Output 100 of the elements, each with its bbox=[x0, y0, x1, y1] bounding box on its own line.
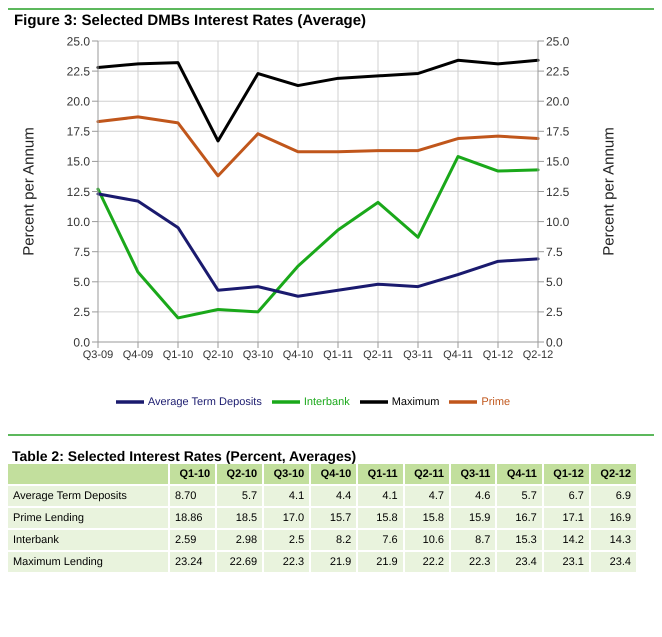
y2-tick-label: 15.0 bbox=[546, 154, 570, 169]
x-tick-label: Q2-11 bbox=[363, 348, 393, 361]
y-tick-label: 7.5 bbox=[73, 244, 90, 259]
data-label: 4.1 bbox=[263, 485, 310, 507]
data-label: 23.4 bbox=[496, 551, 543, 573]
data-label: 15.3 bbox=[496, 529, 543, 551]
data-label: 22.2 bbox=[404, 551, 450, 573]
y-axis-title: Percent per Annum bbox=[20, 127, 38, 256]
y-tick-label: 15.0 bbox=[66, 154, 90, 169]
category-label: Q2-12 bbox=[590, 464, 637, 485]
data-label: 14.2 bbox=[542, 529, 590, 551]
data-label: 23.4 bbox=[590, 551, 637, 573]
data-label: 16.7 bbox=[496, 507, 543, 529]
data-label: 22.69 bbox=[216, 551, 264, 573]
y2-axis-title: Percent per Annum bbox=[600, 127, 618, 256]
y-tick-label: 25.0 bbox=[66, 34, 90, 48]
data-label: 2.59 bbox=[169, 529, 216, 551]
y2-tick-label: 0.0 bbox=[546, 335, 564, 350]
legend-label: Interbank bbox=[304, 396, 350, 408]
x-tick-label: Q1-10 bbox=[162, 348, 194, 361]
data-label: 15.8 bbox=[404, 507, 450, 529]
category-label: Q1-12 bbox=[542, 464, 590, 485]
category-label: Q2-11 bbox=[404, 464, 450, 485]
line-series bbox=[96, 115, 540, 178]
data-label: 2.98 bbox=[216, 529, 264, 551]
x-tick-label: Q3-10 bbox=[242, 348, 274, 361]
line-series bbox=[96, 192, 540, 298]
x-tick-label: Q3-11 bbox=[403, 348, 433, 361]
data-label: 21.9 bbox=[357, 551, 404, 573]
x-tick-label: Q1-11 bbox=[323, 348, 353, 361]
data-label: 4.4 bbox=[310, 485, 358, 507]
series-label: Prime Lending bbox=[8, 507, 169, 529]
data-label: 17.0 bbox=[263, 507, 310, 529]
data-label: 6.9 bbox=[590, 485, 637, 507]
data-label: 2.5 bbox=[263, 529, 310, 551]
category-label: Q1-11 bbox=[357, 464, 404, 485]
y-tick-label: 20.0 bbox=[66, 94, 90, 108]
category-label: Q3-10 bbox=[263, 464, 310, 485]
x-tick-label: Q4-10 bbox=[282, 348, 314, 361]
legend-label: Prime bbox=[481, 396, 510, 408]
data-label: 5.7 bbox=[216, 485, 264, 507]
y2-tick-label: 10.0 bbox=[546, 214, 570, 229]
series-label: Interbank bbox=[8, 529, 169, 551]
line-series bbox=[96, 58, 540, 142]
y2-tick-label: 22.5 bbox=[546, 64, 570, 78]
x-tick-label: Q4-11 bbox=[443, 348, 473, 361]
y-tick-label: 5.0 bbox=[73, 275, 90, 290]
data-label: 4.6 bbox=[450, 485, 496, 507]
category-label: Q4-11 bbox=[496, 464, 543, 485]
text: Table 2: Selected Interest Rates (Percent, Averages) bbox=[11, 448, 358, 464]
category-label: Q1-10 bbox=[169, 464, 216, 485]
y-tick-label: 0.0 bbox=[73, 335, 90, 350]
x-tick-label: Q2-12 bbox=[522, 348, 554, 361]
legend-label: Average Term Deposits bbox=[148, 396, 262, 408]
category-label: Q4-10 bbox=[310, 464, 358, 485]
data-label: 21.9 bbox=[310, 551, 358, 573]
x-tick-label: Q4-09 bbox=[122, 348, 154, 361]
y-tick-label: 12.5 bbox=[66, 184, 90, 199]
y-tick-label: 10.0 bbox=[66, 214, 90, 229]
y-tick-label: 22.5 bbox=[66, 64, 90, 78]
data-label: 10.6 bbox=[404, 529, 450, 551]
chart-title: Figure 3: Selected DMBs Interest Rates (Average) bbox=[8, 8, 654, 31]
data-label: 16.9 bbox=[590, 507, 637, 529]
x-tick-label: Q2-10 bbox=[202, 348, 234, 361]
y2-tick-label: 20.0 bbox=[546, 94, 570, 108]
y2-tick-label: 7.5 bbox=[546, 244, 564, 259]
data-label: 8.7 bbox=[450, 529, 496, 551]
data-label: 8.70 bbox=[169, 485, 216, 507]
data-label: 5.7 bbox=[496, 485, 543, 507]
y2-tick-label: 25.0 bbox=[546, 34, 570, 48]
data-label: 23.1 bbox=[542, 551, 590, 573]
data-label: 4.1 bbox=[357, 485, 404, 507]
data-label: 7.6 bbox=[357, 529, 404, 551]
category-label: Q3-11 bbox=[450, 464, 496, 485]
series-label: Average Term Deposits bbox=[8, 485, 169, 507]
data-label: 15.8 bbox=[357, 507, 404, 529]
y2-tick-label: 2.5 bbox=[546, 305, 564, 320]
legend-label: Maximum bbox=[392, 396, 440, 408]
series-label: Maximum Lending bbox=[8, 551, 169, 573]
data-label: 8.2 bbox=[310, 529, 358, 551]
y2-tick-label: 17.5 bbox=[546, 124, 570, 139]
data-label: 4.7 bbox=[404, 485, 450, 507]
data-label: 15.7 bbox=[310, 507, 358, 529]
y-tick-label: 17.5 bbox=[66, 124, 90, 139]
y2-tick-label: 5.0 bbox=[546, 275, 564, 290]
data-label: 18.5 bbox=[216, 507, 264, 529]
line-series bbox=[96, 155, 540, 320]
data-label: 22.3 bbox=[263, 551, 310, 573]
data-label: 18.86 bbox=[169, 507, 216, 529]
data-label: 6.7 bbox=[542, 485, 590, 507]
y2-tick-label: 12.5 bbox=[546, 184, 570, 199]
x-tick-label: Q3-09 bbox=[82, 348, 114, 361]
data-label: 17.1 bbox=[542, 507, 590, 529]
data-label: 14.3 bbox=[590, 529, 637, 551]
data-label: 23.24 bbox=[169, 551, 216, 573]
category-label: Q2-10 bbox=[216, 464, 264, 485]
y-tick-label: 2.5 bbox=[73, 305, 90, 320]
data-label: 22.3 bbox=[450, 551, 496, 573]
data-label: 15.9 bbox=[450, 507, 496, 529]
x-tick-label: Q1-12 bbox=[482, 348, 514, 361]
